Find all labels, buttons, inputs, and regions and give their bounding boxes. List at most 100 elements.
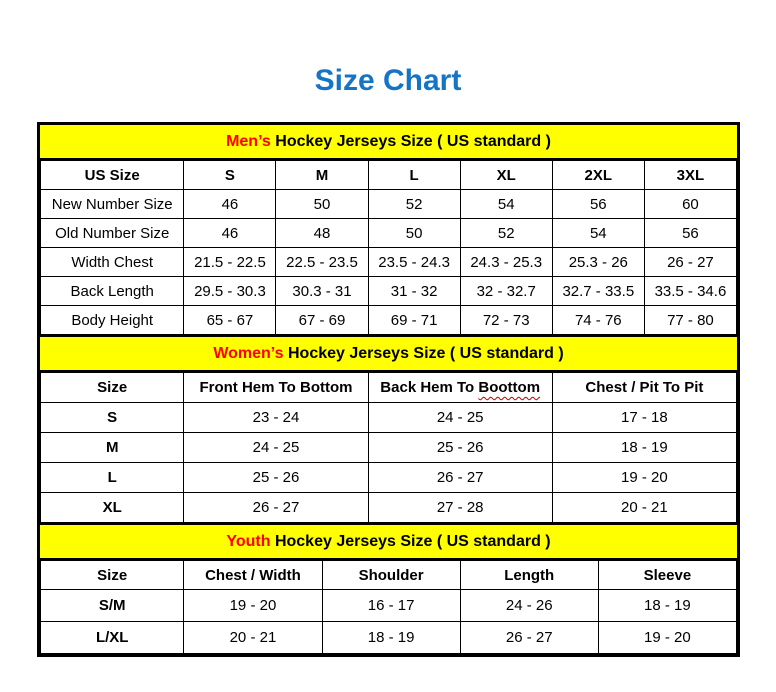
column-header-length: Length [459, 560, 599, 590]
size-value: 26 - 27 [643, 247, 738, 277]
size-chart-table: Men’s Hockey Jerseys Size ( US standard … [37, 122, 740, 657]
row-label: L/XL [39, 621, 185, 654]
size-value: 18 - 19 [321, 621, 461, 654]
column-header-size: Size [39, 372, 185, 403]
row-label: XL [39, 492, 185, 523]
size-value: 30.3 - 31 [275, 276, 369, 306]
column-header-us-size: US Size [39, 160, 185, 190]
youth-header-row: Size Chest / Width Shoulder Length Sleev… [39, 560, 738, 590]
table-row-old-number-size: Old Number Size 46 48 50 52 54 56 [39, 218, 738, 248]
column-header-chest-pit: Chest / Pit To Pit [551, 372, 738, 403]
mens-header-row: US Size S M L XL 2XL 3XL [39, 160, 738, 190]
size-value: 48 [275, 218, 369, 248]
size-value: 31 - 32 [367, 276, 461, 306]
column-header-s: S [183, 160, 277, 190]
size-value: 19 - 20 [183, 589, 323, 622]
row-label: Back Length [39, 276, 185, 306]
size-value: 25 - 26 [367, 432, 553, 463]
size-value: 65 - 67 [183, 305, 277, 335]
row-label: Body Height [39, 305, 185, 335]
column-header-xl: XL [459, 160, 553, 190]
row-label: S/M [39, 589, 185, 622]
table-row-womens-m: M 24 - 25 25 - 26 18 - 19 [39, 432, 738, 463]
womens-section-title-rest: Hockey Jerseys Size ( US standard ) [283, 345, 564, 362]
size-value: 56 [551, 189, 645, 219]
column-header-3xl: 3XL [643, 160, 738, 190]
size-value: 20 - 21 [551, 492, 738, 523]
womens-size-table: Size Front Hem To Bottom Back Hem To Boo… [39, 372, 738, 523]
size-value: 20 - 21 [183, 621, 323, 654]
size-value: 29.5 - 30.3 [183, 276, 277, 306]
size-value: 24 - 25 [367, 402, 553, 433]
misspelled-word: Boottom [478, 379, 541, 396]
size-value: 24 - 26 [459, 589, 599, 622]
womens-section-header: Women’s Hockey Jerseys Size ( US standar… [40, 335, 737, 372]
column-header-sleeve: Sleeve [597, 560, 738, 590]
size-value: 25 - 26 [183, 462, 369, 493]
column-header-front-hem: Front Hem To Bottom [183, 372, 369, 403]
size-value: 21.5 - 22.5 [183, 247, 277, 277]
size-value: 24 - 25 [183, 432, 369, 463]
back-hem-text: Back Hem To [380, 379, 479, 396]
size-value: 17 - 18 [551, 402, 738, 433]
size-value: 46 [183, 189, 277, 219]
size-value: 27 - 28 [367, 492, 553, 523]
womens-header-row: Size Front Hem To Bottom Back Hem To Boo… [39, 372, 738, 403]
table-row-new-number-size: New Number Size 46 50 52 54 56 60 [39, 189, 738, 219]
size-value: 77 - 80 [643, 305, 738, 335]
mens-section-header: Men’s Hockey Jerseys Size ( US standard … [40, 125, 737, 160]
size-value: 23 - 24 [183, 402, 369, 433]
size-value: 67 - 69 [275, 305, 369, 335]
table-row-youth-lxl: L/XL 20 - 21 18 - 19 26 - 27 19 - 20 [39, 621, 738, 654]
size-value: 18 - 19 [597, 589, 738, 622]
size-value: 72 - 73 [459, 305, 553, 335]
size-value: 54 [459, 189, 553, 219]
size-value: 32.7 - 33.5 [551, 276, 645, 306]
size-value: 54 [551, 218, 645, 248]
size-value: 22.5 - 23.5 [275, 247, 369, 277]
size-value: 33.5 - 34.6 [643, 276, 738, 306]
column-header-m: M [275, 160, 369, 190]
youth-section-header: Youth Hockey Jerseys Size ( US standard … [40, 523, 737, 560]
row-label: L [39, 462, 185, 493]
size-value: 26 - 27 [367, 462, 553, 493]
column-header-2xl: 2XL [551, 160, 645, 190]
row-label: New Number Size [39, 189, 185, 219]
row-label: Width Chest [39, 247, 185, 277]
youth-size-table: Size Chest / Width Shoulder Length Sleev… [39, 560, 738, 654]
table-row-womens-xl: XL 26 - 27 27 - 28 20 - 21 [39, 492, 738, 523]
size-value: 25.3 - 26 [551, 247, 645, 277]
table-row-width-chest: Width Chest 21.5 - 22.5 22.5 - 23.5 23.5… [39, 247, 738, 277]
size-value: 69 - 71 [367, 305, 461, 335]
column-header-l: L [367, 160, 461, 190]
row-label: Old Number Size [39, 218, 185, 248]
size-value: 16 - 17 [321, 589, 461, 622]
column-header-chest-width: Chest / Width [183, 560, 323, 590]
youth-section-highlight: Youth [226, 533, 271, 550]
column-header-size: Size [39, 560, 185, 590]
size-value: 60 [643, 189, 738, 219]
size-value: 50 [275, 189, 369, 219]
size-value: 52 [367, 189, 461, 219]
size-value: 26 - 27 [183, 492, 369, 523]
size-value: 24.3 - 25.3 [459, 247, 553, 277]
youth-section-title-rest: Hockey Jerseys Size ( US standard ) [270, 533, 551, 550]
womens-section-highlight: Women’s [213, 345, 284, 362]
mens-section-highlight: Men’s [226, 133, 271, 150]
table-row-body-height: Body Height 65 - 67 67 - 69 69 - 71 72 -… [39, 305, 738, 335]
column-header-back-hem: Back Hem To Boottom [367, 372, 553, 403]
table-row-womens-l: L 25 - 26 26 - 27 19 - 20 [39, 462, 738, 493]
table-row-back-length: Back Length 29.5 - 30.3 30.3 - 31 31 - 3… [39, 276, 738, 306]
size-value: 19 - 20 [597, 621, 738, 654]
column-header-shoulder: Shoulder [321, 560, 461, 590]
size-value: 32 - 32.7 [459, 276, 553, 306]
size-value: 19 - 20 [551, 462, 738, 493]
size-value: 26 - 27 [459, 621, 599, 654]
size-value: 23.5 - 24.3 [367, 247, 461, 277]
size-value: 56 [643, 218, 738, 248]
size-value: 50 [367, 218, 461, 248]
size-value: 18 - 19 [551, 432, 738, 463]
table-row-youth-sm: S/M 19 - 20 16 - 17 24 - 26 18 - 19 [39, 589, 738, 622]
page-title: Size Chart [314, 64, 462, 97]
size-value: 52 [459, 218, 553, 248]
